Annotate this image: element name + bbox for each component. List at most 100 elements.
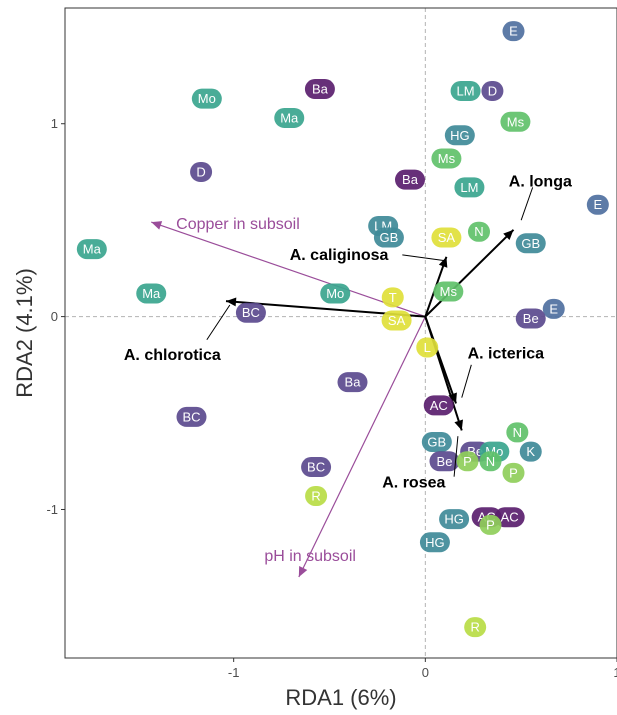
site-label: N xyxy=(474,224,483,239)
site-marker xyxy=(515,308,546,329)
site-point: Ms xyxy=(500,111,531,132)
site-point: Mo xyxy=(191,88,222,109)
species-label: A. rosea xyxy=(382,474,445,491)
site-marker xyxy=(320,283,351,304)
site-marker xyxy=(481,80,504,101)
environment-label: pH in subsoil xyxy=(264,548,356,565)
species-label-group: A. icterica xyxy=(461,345,545,398)
site-marker xyxy=(479,514,502,535)
site-point: AC xyxy=(494,507,525,528)
site-marker xyxy=(500,111,531,132)
site-point: HG xyxy=(444,125,475,146)
site-point: E xyxy=(586,194,609,215)
site-point: Ma xyxy=(274,107,305,128)
site-marker xyxy=(136,283,167,304)
species-leader-line xyxy=(402,254,445,262)
site-label: Ma xyxy=(83,242,102,257)
site-point: D xyxy=(190,161,213,182)
species-label: A. icterica xyxy=(468,345,545,362)
site-label: GB xyxy=(380,230,399,245)
site-point: P xyxy=(502,462,525,483)
site-label: Mo xyxy=(326,286,344,301)
site-marker xyxy=(274,107,305,128)
site-point: N xyxy=(506,422,529,443)
site-label: P xyxy=(486,517,495,532)
site-point: Be xyxy=(429,451,460,472)
environment-vectors xyxy=(151,221,426,578)
site-point: Be xyxy=(515,308,546,329)
site-marker xyxy=(468,221,490,242)
site-marker xyxy=(373,227,404,248)
site-marker xyxy=(395,169,425,190)
site-label: HG xyxy=(450,128,470,143)
site-label: AC xyxy=(430,398,448,413)
site-marker xyxy=(337,372,368,393)
site-label: Ba xyxy=(312,82,329,97)
site-label: HG xyxy=(425,535,445,550)
x-tick-label: 0 xyxy=(422,665,429,680)
site-label: R xyxy=(470,620,479,635)
site-point: SA xyxy=(381,310,412,331)
y-tick-label: -1 xyxy=(46,502,58,517)
site-marker xyxy=(381,310,412,331)
site-label: P xyxy=(509,465,518,480)
y-tick-label: 1 xyxy=(51,116,58,131)
site-point: Ms xyxy=(431,148,462,169)
site-point: L xyxy=(416,337,439,358)
site-point: D xyxy=(481,80,504,101)
site-label: R xyxy=(311,488,320,503)
site-marker xyxy=(515,233,546,254)
site-marker xyxy=(190,161,213,182)
site-marker xyxy=(235,302,266,323)
site-label: LM xyxy=(460,180,478,195)
site-label: GB xyxy=(521,236,540,251)
x-tick-label: 1 xyxy=(613,665,617,680)
site-marker xyxy=(506,422,529,443)
environment-arrow xyxy=(298,316,426,578)
site-label: Mo xyxy=(198,91,216,106)
site-marker xyxy=(423,395,454,416)
site-marker xyxy=(176,406,207,427)
site-point: LM xyxy=(450,80,481,101)
site-label: HG xyxy=(444,512,464,527)
axes: -1 0 1 -1 0 1 xyxy=(46,116,617,680)
site-marker xyxy=(429,451,460,472)
site-marker xyxy=(494,507,525,528)
site-marker xyxy=(502,21,525,42)
site-point: Ma xyxy=(136,283,167,304)
site-label: P xyxy=(463,454,472,469)
site-marker xyxy=(479,451,502,472)
site-label: E xyxy=(593,197,602,212)
site-label: AC xyxy=(501,510,519,525)
species-label: A. caliginosa xyxy=(290,247,389,264)
site-point: HG xyxy=(439,509,470,530)
site-marker xyxy=(464,617,487,638)
site-marker xyxy=(450,80,481,101)
site-label: Ms xyxy=(507,114,525,129)
species-label-group: A. longa xyxy=(509,174,572,221)
site-marker xyxy=(431,227,462,248)
site-label: BC xyxy=(182,409,200,424)
site-marker xyxy=(439,509,470,530)
site-label: Ma xyxy=(142,286,161,301)
site-marker xyxy=(542,298,565,319)
environment-label: Copper in subsoil xyxy=(176,216,300,233)
site-label: L xyxy=(424,340,431,355)
x-tick-label: -1 xyxy=(228,665,240,680)
site-point: N xyxy=(468,221,490,242)
environment-arrow xyxy=(151,221,426,318)
site-marker xyxy=(502,462,525,483)
species-label-group: A. rosea xyxy=(382,436,459,491)
species-leader-line xyxy=(520,187,534,221)
site-label: D xyxy=(488,83,497,98)
site-marker xyxy=(519,441,542,462)
site-point: T xyxy=(381,287,404,308)
species-leader-line xyxy=(461,364,472,398)
site-label: T xyxy=(389,290,397,305)
plot-panel-border xyxy=(64,7,617,659)
species-label-group: A. caliginosa xyxy=(290,247,445,264)
vector-labels: A. longa A. caliginosa A. chlorotica A. ict… xyxy=(124,174,572,565)
site-point: LM xyxy=(454,177,485,198)
site-point: E xyxy=(542,298,565,319)
